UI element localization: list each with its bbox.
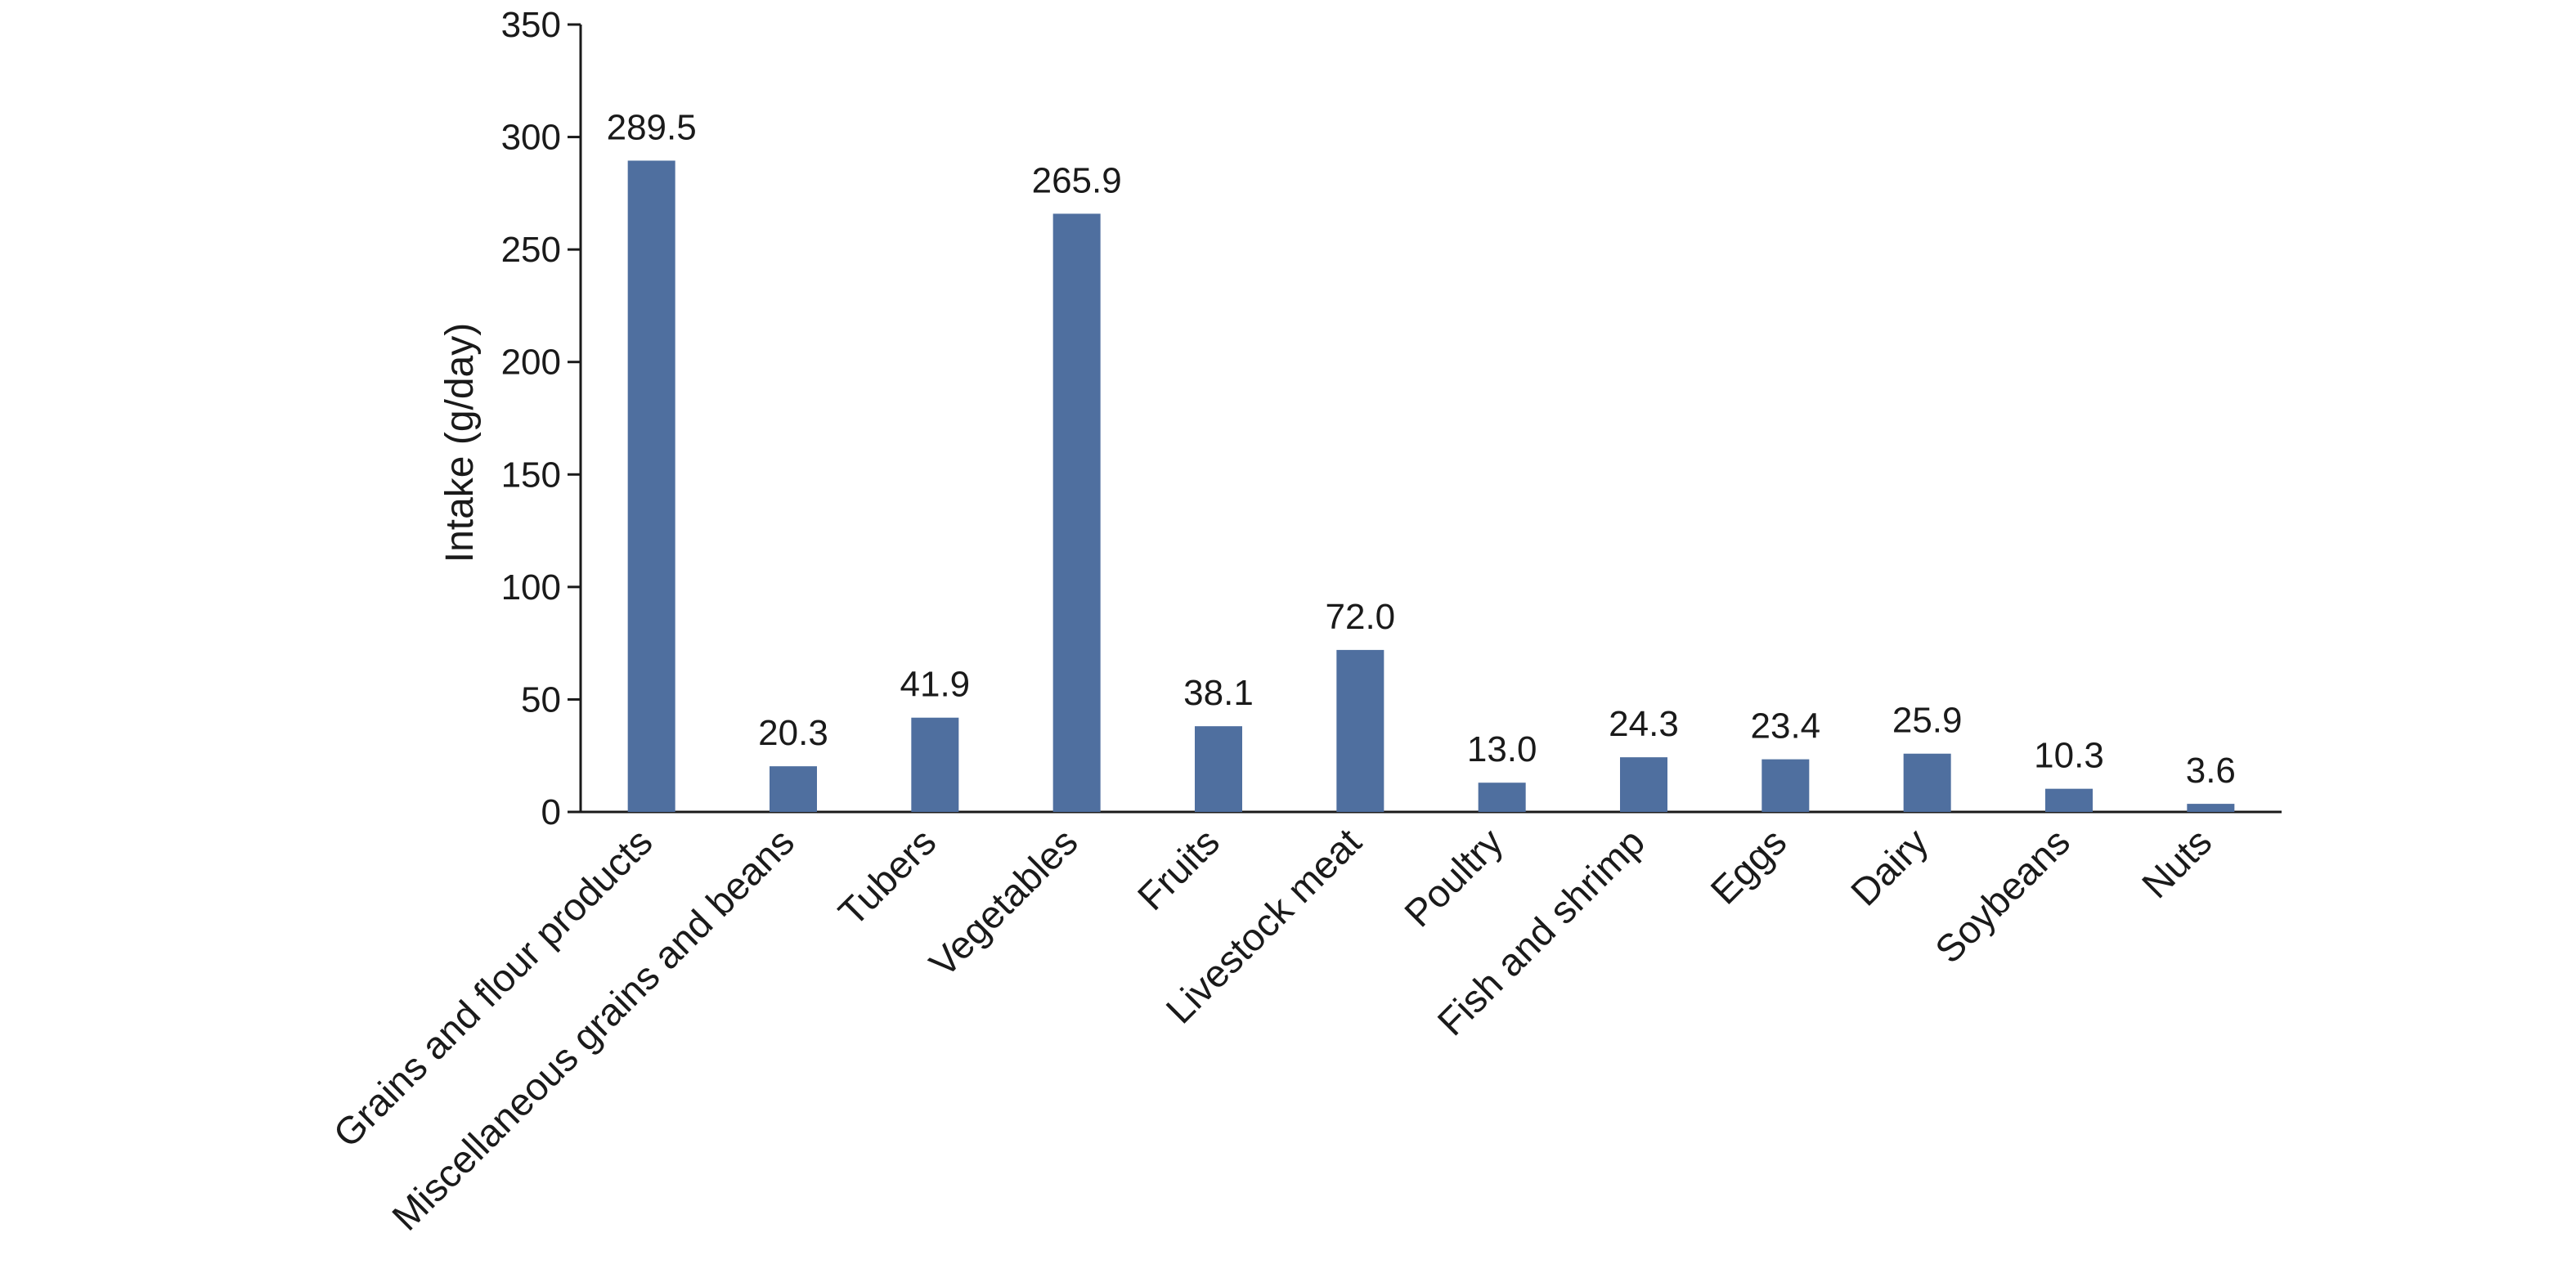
bar — [1478, 782, 1526, 812]
data-label: 25.9 — [1892, 701, 1963, 741]
data-label: 72.0 — [1326, 597, 1396, 637]
data-label: 23.4 — [1751, 706, 1821, 747]
y-tick-label: 0 — [541, 792, 561, 832]
y-tick-label: 300 — [501, 118, 561, 158]
bar — [627, 160, 675, 812]
y-tick-label: 150 — [501, 455, 561, 495]
bar — [1761, 759, 1810, 812]
data-label: 20.3 — [758, 713, 828, 753]
bar — [1620, 757, 1667, 812]
y-tick-label: 200 — [501, 343, 561, 383]
category-label: Eggs — [1702, 820, 1794, 913]
data-label: 10.3 — [2034, 736, 2104, 776]
category-label: Nuts — [2134, 820, 2220, 907]
data-labels: 289.5 20.3 41.9 265.9 38.1 72.0 13.0 24.3 23.4 25… — [607, 107, 2236, 791]
bar — [1336, 649, 1384, 812]
data-label: 265.9 — [1032, 160, 1122, 200]
bars — [627, 160, 2235, 812]
category-label: Soybeans — [1927, 820, 2078, 971]
bar — [1052, 213, 1101, 812]
bar — [2045, 788, 2093, 812]
data-label: 3.6 — [2186, 751, 2236, 791]
y-tick-label: 350 — [501, 5, 561, 45]
category-label: Vegetables — [921, 820, 1086, 985]
bar — [911, 717, 959, 812]
category-label: Poultry — [1396, 819, 1511, 935]
bar — [1903, 753, 1951, 812]
category-label: Tubers — [830, 820, 945, 935]
data-label: 13.0 — [1467, 729, 1537, 769]
category-label: Dairy — [1842, 819, 1936, 913]
category-label: Fruits — [1129, 820, 1228, 919]
data-label: 38.1 — [1183, 673, 1254, 713]
data-label: 289.5 — [607, 107, 697, 147]
y-axis: 0 50 100 150 200 250 300 350 — [501, 5, 582, 832]
data-label: 41.9 — [900, 665, 971, 705]
bar — [770, 766, 817, 812]
bar — [2187, 804, 2235, 812]
data-label: 24.3 — [1609, 704, 1679, 744]
y-tick-label: 250 — [501, 230, 561, 270]
y-tick-label: 50 — [521, 679, 561, 720]
y-axis-title: Intake (g/day) — [438, 323, 482, 563]
y-tick-label: 100 — [501, 567, 561, 608]
bar — [1195, 726, 1242, 812]
